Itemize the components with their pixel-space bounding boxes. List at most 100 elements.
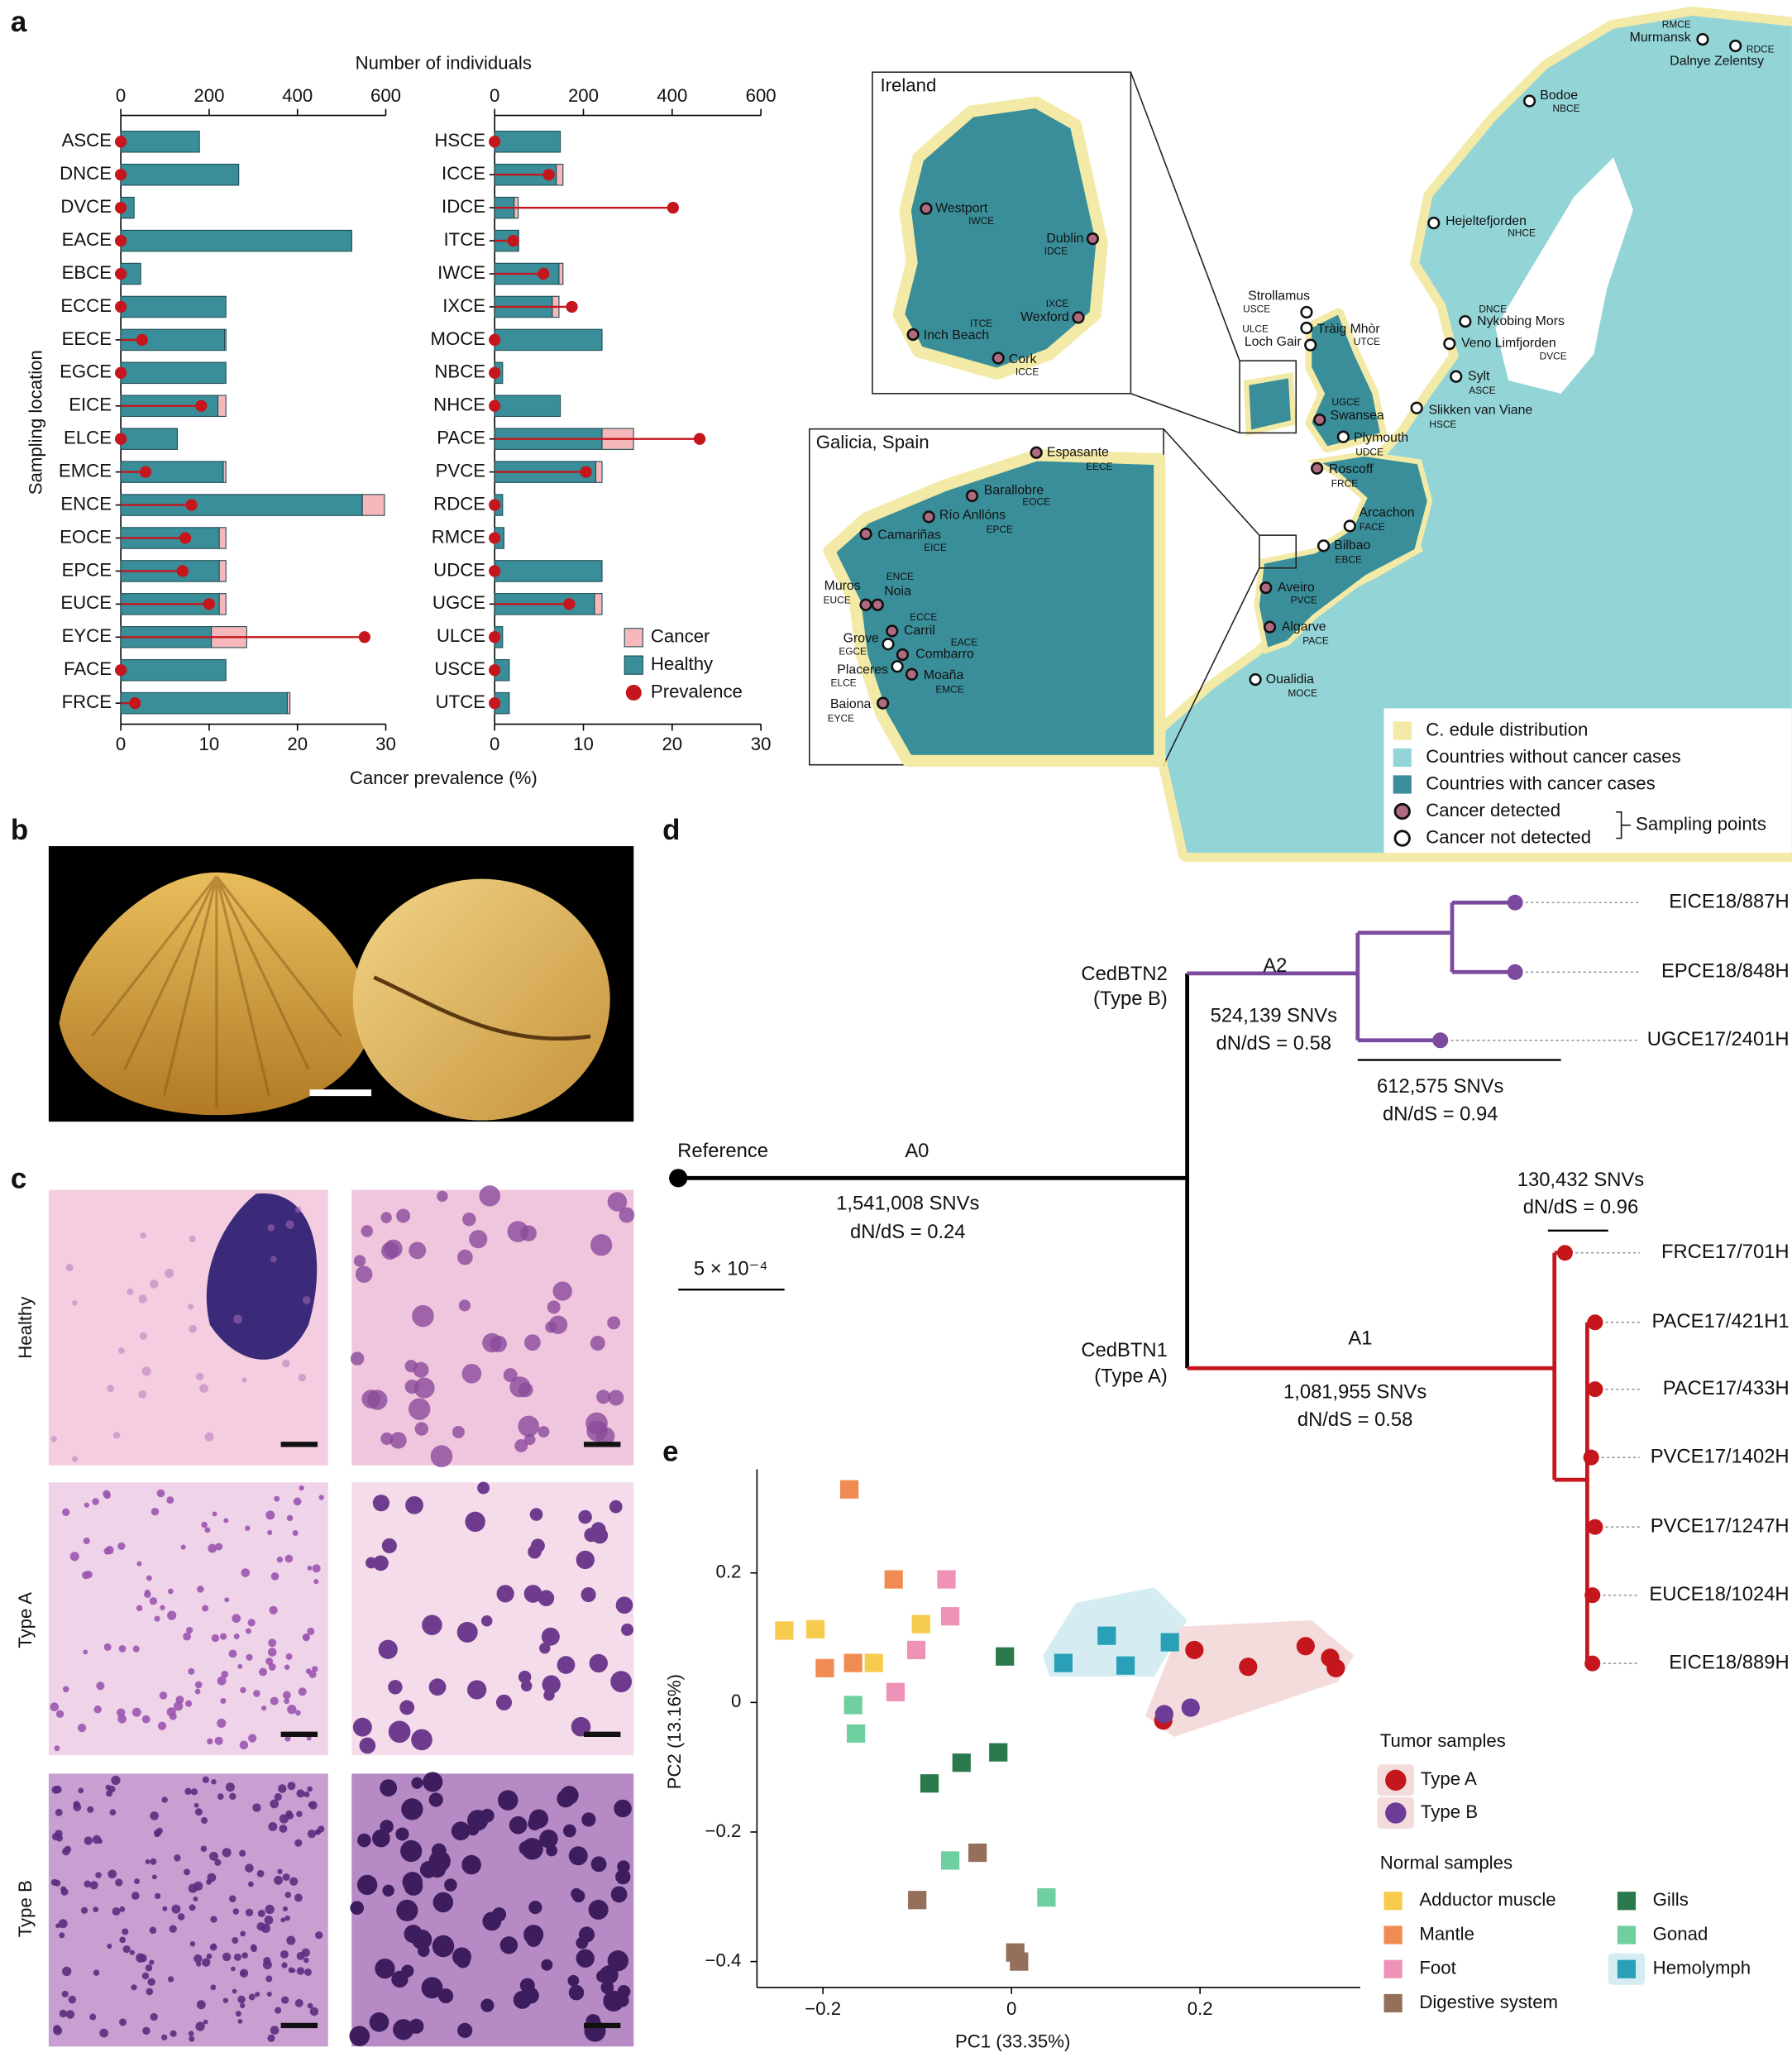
cell bbox=[526, 1932, 542, 1947]
cell bbox=[451, 1821, 471, 1841]
cell bbox=[294, 1839, 303, 1847]
point bbox=[1296, 1637, 1315, 1656]
cell bbox=[480, 1615, 493, 1627]
site-name: Dalnye Zelentsy bbox=[1670, 55, 1764, 69]
cell bbox=[217, 1718, 227, 1728]
prevalence-dot bbox=[538, 267, 550, 280]
prevalence-dot bbox=[489, 399, 501, 412]
cell bbox=[380, 1779, 398, 1797]
cell bbox=[184, 1868, 190, 1876]
bar bbox=[218, 560, 227, 582]
legend-label: Prevalence bbox=[651, 681, 743, 701]
point bbox=[1326, 1658, 1345, 1677]
point bbox=[937, 1570, 956, 1589]
y-tick-label: NBCE bbox=[434, 361, 485, 382]
cell bbox=[169, 1712, 177, 1720]
cell bbox=[217, 1676, 227, 1686]
site-name: Río Anllóns bbox=[939, 509, 1006, 523]
point bbox=[952, 1753, 971, 1772]
cell bbox=[270, 1696, 279, 1705]
cell bbox=[563, 1824, 576, 1838]
cell bbox=[350, 1351, 365, 1366]
cell bbox=[211, 1779, 217, 1785]
cell bbox=[480, 1998, 495, 2012]
cell bbox=[50, 1878, 58, 1886]
point bbox=[1010, 1952, 1029, 1971]
connector bbox=[1163, 567, 1260, 766]
leaf-label: EUCE18/1024H bbox=[1649, 1583, 1789, 1605]
y-tick-label: EMCE bbox=[59, 460, 112, 481]
site-name: Nykobing Mors bbox=[1477, 314, 1565, 328]
cell bbox=[68, 1995, 77, 2004]
cell bbox=[145, 1964, 153, 1972]
cell bbox=[189, 2035, 195, 2042]
cell bbox=[294, 1206, 302, 1213]
y-tick-label: IDCE bbox=[442, 196, 485, 217]
cell bbox=[206, 1878, 212, 1885]
site-code: EICE bbox=[924, 542, 947, 553]
cell bbox=[270, 1256, 277, 1263]
legend-label: Cancer detected bbox=[1426, 800, 1560, 820]
cell bbox=[428, 1792, 443, 1807]
y-axis-title: Sampling location bbox=[25, 350, 45, 495]
cell bbox=[576, 1949, 595, 1968]
cell bbox=[134, 1878, 140, 1884]
x2-tick-label: 20 bbox=[662, 734, 682, 754]
cell bbox=[53, 2026, 63, 2035]
cell bbox=[239, 1740, 249, 1750]
legend-swatch bbox=[1393, 802, 1411, 820]
cell bbox=[413, 1377, 435, 1399]
bar bbox=[494, 328, 603, 352]
cell bbox=[211, 1943, 217, 1949]
legend-swatch bbox=[624, 655, 643, 675]
site-code: EECE bbox=[1086, 461, 1112, 472]
site-name: Inch Beach bbox=[924, 328, 989, 342]
site-name: Placeres bbox=[837, 663, 888, 677]
cell bbox=[208, 1543, 217, 1553]
cell bbox=[302, 1296, 311, 1304]
cell bbox=[541, 1627, 560, 1646]
y-tick-label: DNCE bbox=[60, 163, 112, 184]
prevalence-dot bbox=[489, 333, 501, 347]
histology-image bbox=[48, 1482, 328, 1756]
cell bbox=[256, 1869, 265, 1878]
cell bbox=[411, 1777, 423, 1789]
x-tick-label: −0.2 bbox=[805, 1998, 841, 2019]
cell bbox=[270, 1799, 280, 1809]
y-tick-label: EGCE bbox=[60, 361, 112, 382]
site-code: RDCE bbox=[1747, 43, 1775, 55]
cell bbox=[312, 1666, 318, 1672]
cell bbox=[282, 1873, 290, 1881]
cell bbox=[496, 1585, 514, 1603]
cell bbox=[122, 1928, 129, 1935]
countries-without-cancer bbox=[1160, 16, 1792, 853]
cell bbox=[170, 2030, 177, 2037]
cell bbox=[507, 1221, 529, 1242]
y-tick-label: ENCE bbox=[60, 493, 112, 514]
tree-text: 612,575 SNVs bbox=[1377, 1075, 1503, 1098]
sampling-point bbox=[1300, 305, 1313, 319]
cell bbox=[457, 1249, 473, 1265]
legend-label: Digestive system bbox=[1419, 1992, 1558, 2012]
cell bbox=[59, 2009, 67, 2018]
cell bbox=[289, 1877, 299, 1886]
cell bbox=[395, 1827, 409, 1841]
uk bbox=[1312, 314, 1380, 447]
site-code: EACE bbox=[951, 636, 977, 648]
cell bbox=[154, 1892, 161, 1900]
cell bbox=[349, 2026, 370, 2046]
cell bbox=[117, 1542, 126, 1551]
prevalence-dot bbox=[542, 169, 555, 181]
cell bbox=[72, 1456, 79, 1462]
legend-label: C. edule distribution bbox=[1426, 719, 1588, 739]
cell bbox=[437, 1190, 448, 1202]
site-code: ECCE bbox=[910, 611, 937, 623]
cell bbox=[581, 1812, 596, 1827]
sampling-point bbox=[886, 624, 899, 638]
cell bbox=[252, 1803, 261, 1812]
leaf-node bbox=[1432, 1032, 1449, 1049]
panel-label: a bbox=[11, 6, 27, 38]
cell bbox=[621, 1623, 634, 1636]
leaf-label: EICE18/889H bbox=[1669, 1651, 1789, 1673]
cell bbox=[245, 1525, 251, 1531]
